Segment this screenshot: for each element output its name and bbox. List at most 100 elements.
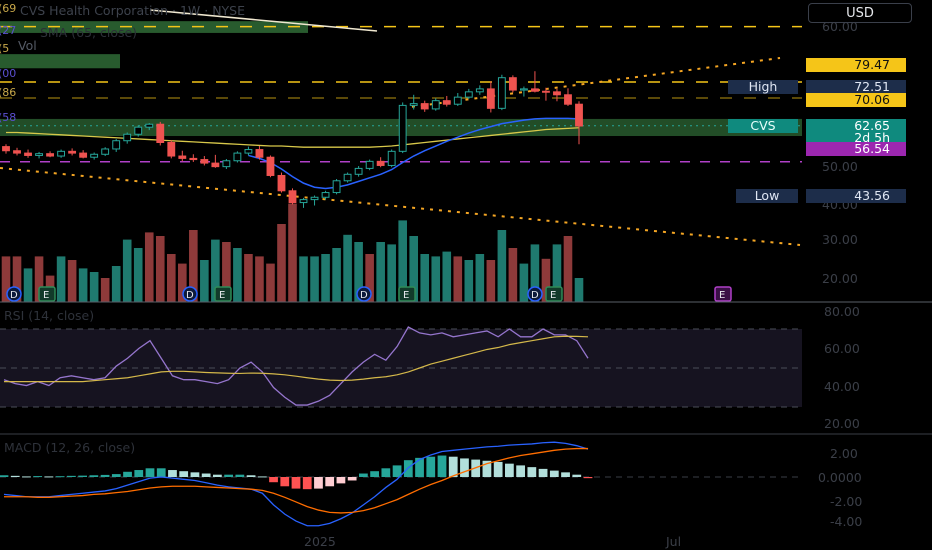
macd-histogram-bar (336, 477, 346, 484)
volume-bar (1, 256, 11, 302)
candle-body (475, 88, 484, 93)
earnings-marker-label: E (43, 290, 49, 301)
macd-histogram-bar (392, 465, 402, 477)
macd-histogram-bar (44, 476, 54, 478)
candle-body (222, 160, 231, 168)
volume-bar (56, 256, 66, 302)
high-label: High (728, 80, 798, 94)
trendline-top (149, 9, 378, 32)
trendline-upper (402, 57, 781, 109)
low-value-tag: 43.56 (806, 189, 906, 203)
macd-histogram-bar (347, 477, 357, 481)
candle-body (376, 160, 385, 166)
volume-bar (111, 266, 121, 302)
macd-histogram-bar (190, 472, 200, 477)
volume-bar (464, 260, 474, 302)
ema-line (248, 117, 580, 190)
volume-bar (519, 263, 529, 302)
candle-body (79, 152, 88, 158)
price-tick: 30.00 (822, 232, 858, 247)
volume-bar (343, 234, 352, 302)
volume-bar (541, 258, 551, 302)
macd-histogram-bar (156, 468, 166, 477)
volume-bar (442, 251, 452, 302)
candle-body (46, 153, 54, 157)
candle-body (233, 152, 242, 162)
candle-body (321, 192, 330, 198)
earnings-marker (38, 286, 56, 302)
volume-bar (122, 239, 132, 302)
volume-bar (166, 254, 176, 302)
candle-body (442, 100, 451, 105)
candle-body (398, 104, 407, 152)
volume-bar (255, 256, 264, 302)
macd-histogram-bar (527, 467, 537, 477)
volume-bar (100, 278, 110, 302)
countdown-tag: 2d 5h (806, 131, 906, 145)
dividend-marker (356, 286, 372, 302)
candle-body (134, 126, 143, 135)
volume-bar (431, 256, 441, 302)
volume-bar (200, 260, 209, 302)
candle-body (519, 88, 528, 91)
volume-bar (321, 254, 330, 302)
volume-bar (12, 256, 22, 302)
currency-button[interactable]: USD (808, 3, 912, 23)
candle-body (200, 159, 209, 164)
price-tick: 20.00 (822, 271, 858, 286)
rsi-ma-line (4, 335, 589, 383)
earnings-marker (545, 286, 563, 302)
candle-body (244, 149, 253, 154)
macd-histogram-bar (55, 476, 65, 478)
volume-bar (133, 248, 143, 302)
candle-body (277, 174, 286, 192)
earnings-marker-label: E (719, 290, 725, 301)
macd-histogram-bar (235, 474, 245, 477)
macd-histogram-bar (370, 471, 379, 477)
macd-histogram-bar (426, 456, 436, 477)
macd-histogram-bar (460, 458, 469, 477)
candle-body (365, 160, 374, 169)
macd-histogram-bar (415, 457, 424, 477)
volume-bar (365, 254, 374, 302)
volume-bar (376, 242, 385, 302)
symbol-label: CVS (728, 119, 798, 133)
rsi-tick: 80.00 (824, 304, 860, 319)
candle-body (508, 77, 517, 91)
macd-histogram-bar (0, 475, 9, 477)
macd-histogram-bar (314, 477, 323, 489)
volume-bar (497, 230, 507, 302)
volume-bar (420, 254, 430, 302)
volume-bar (155, 236, 165, 302)
macd-histogram-bar (257, 476, 267, 478)
volume-bar (332, 248, 341, 302)
legend-value: (58 (0, 111, 16, 124)
macd-histogram-bar (583, 477, 593, 479)
macd-tick: 0.0000 (818, 470, 862, 485)
candle-body (90, 153, 99, 158)
candle-body (101, 148, 110, 155)
candle-body (387, 150, 396, 166)
macd-histogram-bar (168, 470, 177, 477)
candle-body (431, 100, 440, 110)
indicator-vol-label[interactable]: Vol (18, 38, 37, 53)
candle-body (35, 153, 43, 156)
support-resistance-zone (0, 54, 120, 69)
earnings-marker (398, 286, 416, 302)
volume-bar (409, 236, 419, 302)
volume-bar (299, 256, 308, 302)
indicator-sma-label[interactable]: SMA (65, close) (40, 25, 138, 40)
volume-bar (23, 268, 33, 302)
high-value-tag: 72.51 (806, 80, 906, 94)
candle-body (497, 77, 506, 109)
rsi-tick: 20.00 (824, 416, 860, 431)
macd-histogram-bar (22, 476, 31, 478)
volume-bar (277, 224, 286, 302)
macd-title[interactable]: MACD (12, 26, close) (4, 440, 136, 455)
macd-histogram-bar (482, 460, 492, 477)
legend-value: (5 (0, 42, 9, 55)
rsi-title[interactable]: RSI (14, close) (4, 308, 95, 323)
time-label: 2025 (304, 534, 336, 549)
